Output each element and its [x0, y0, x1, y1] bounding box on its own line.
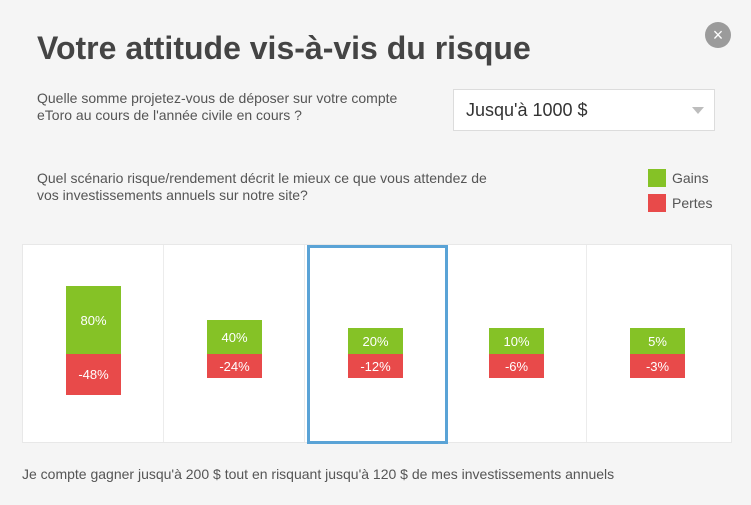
- deposit-amount-select[interactable]: Jusqu'à 1000 $: [453, 89, 715, 131]
- deposit-amount-value: Jusqu'à 1000 $: [466, 99, 588, 120]
- gains-swatch: [648, 169, 666, 187]
- close-button[interactable]: ×: [705, 22, 731, 48]
- loss-label: -3%: [645, 358, 670, 374]
- legend: Gains Pertes: [648, 169, 712, 219]
- legend-item-losses: Pertes: [648, 194, 712, 212]
- page-title: Votre attitude vis-à-vis du risque: [37, 30, 531, 66]
- scenario-question: Quel scénario risque/rendement décrit le…: [37, 170, 487, 203]
- chevron-down-icon: [692, 107, 704, 114]
- gain-label: 5%: [648, 333, 667, 349]
- loss-bar: -6%: [489, 354, 544, 378]
- scenario-option-5[interactable]: 5% -3%: [587, 245, 728, 442]
- gain-label: 20%: [362, 333, 389, 349]
- loss-label: -48%: [78, 366, 109, 382]
- legend-label-losses: Pertes: [672, 195, 713, 211]
- loss-label: -12%: [360, 358, 391, 374]
- loss-bar: -24%: [207, 354, 262, 378]
- loss-bar: -48%: [66, 354, 121, 395]
- scenario-option-4[interactable]: 10% -6%: [446, 245, 587, 442]
- legend-label-gains: Gains: [672, 170, 709, 186]
- gain-label: 80%: [80, 312, 107, 328]
- loss-label: -24%: [219, 358, 250, 374]
- gain-bar: 10%: [489, 328, 544, 354]
- scenario-option-3[interactable]: 20% -12%: [307, 245, 448, 444]
- gain-bar: 40%: [207, 320, 262, 354]
- loss-bar: -12%: [348, 354, 403, 378]
- scenario-option-2[interactable]: 40% -24%: [164, 245, 305, 442]
- losses-swatch: [648, 194, 666, 212]
- gain-bar: 80%: [66, 286, 121, 354]
- gain-label: 10%: [503, 333, 530, 349]
- deposit-question: Quelle somme projetez-vous de déposer su…: [37, 90, 398, 123]
- gain-bar: 20%: [348, 328, 403, 354]
- scenario-summary: Je compte gagner jusqu'à 200 $ tout en r…: [22, 466, 615, 482]
- scenario-options: 80% -48% 40% -24% 20% -12% 10% -6% 5% -3%: [22, 244, 732, 444]
- close-icon: ×: [712, 25, 724, 45]
- loss-bar: -3%: [630, 354, 685, 378]
- gain-label: 40%: [221, 329, 248, 345]
- gain-bar: 5%: [630, 328, 685, 354]
- legend-item-gains: Gains: [648, 169, 712, 187]
- scenario-option-1[interactable]: 80% -48%: [23, 245, 164, 442]
- loss-label: -6%: [504, 358, 529, 374]
